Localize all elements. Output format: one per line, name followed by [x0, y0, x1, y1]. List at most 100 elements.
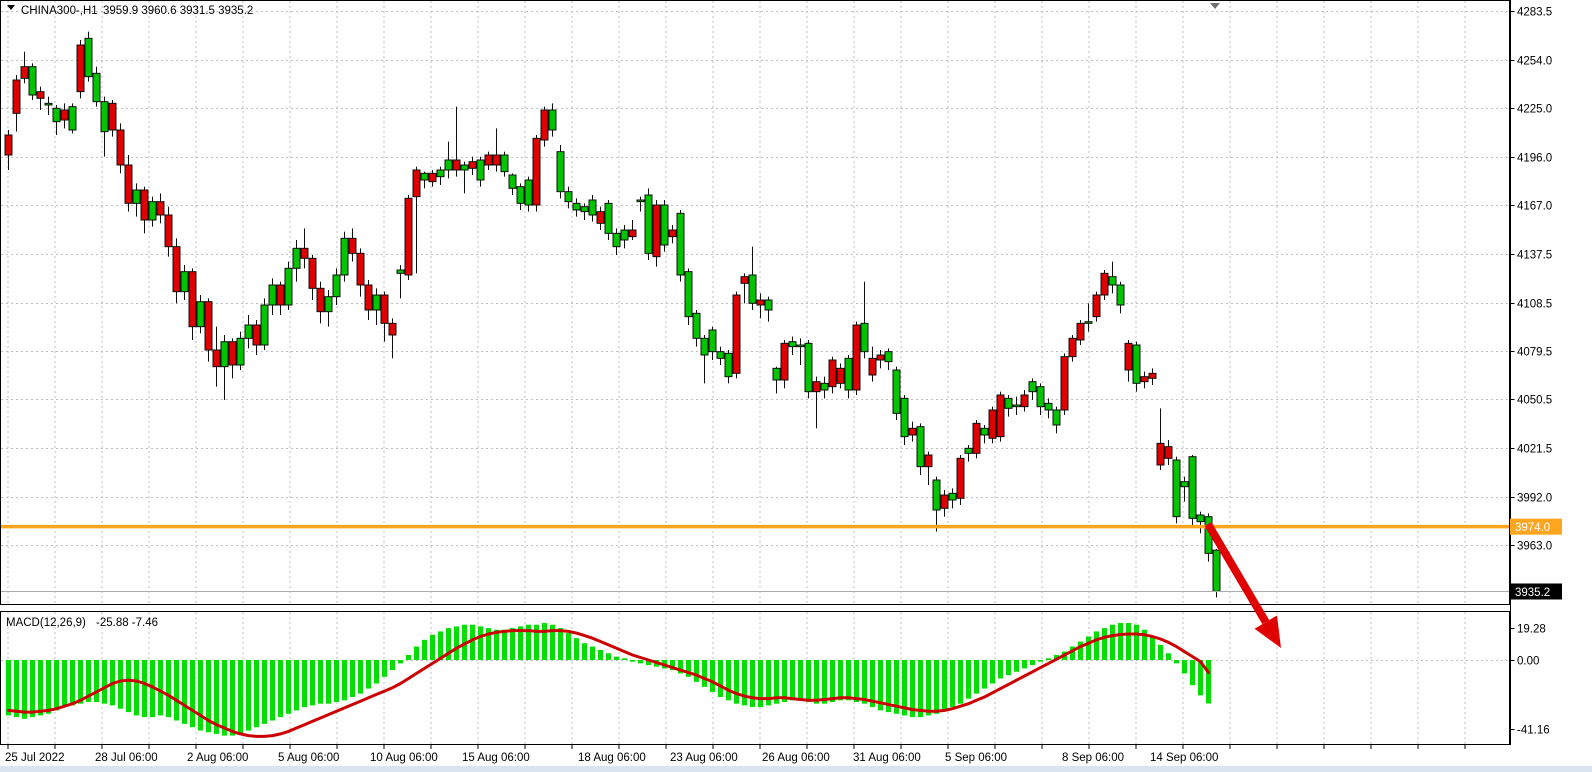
macd-histogram-bar	[894, 660, 899, 714]
candle-body	[820, 382, 829, 391]
candle-body	[252, 324, 261, 346]
candle-body	[316, 287, 325, 313]
macd-histogram-bar	[1182, 660, 1187, 674]
macd-histogram-bar	[190, 660, 195, 728]
macd-histogram-bar	[1206, 660, 1211, 704]
price-tick-label: 4254.0	[1517, 56, 1552, 68]
macd-histogram-bar	[782, 660, 787, 702]
price-tick-label: 3963.0	[1517, 541, 1552, 553]
candle-body	[420, 172, 429, 181]
macd-histogram-bar	[806, 660, 811, 702]
macd-histogram-bar	[878, 660, 883, 711]
candle-body	[668, 229, 677, 238]
chart-shift-marker-icon[interactable]	[1210, 3, 1220, 9]
candle-body	[1036, 386, 1045, 408]
candle-body	[28, 66, 37, 96]
macd-histogram-bar	[398, 660, 403, 664]
candle-body	[484, 154, 493, 166]
macd-histogram-bar	[582, 643, 587, 660]
macd-histogram-bar	[734, 660, 739, 704]
macd-histogram-bar	[854, 660, 859, 702]
macd-histogram-bar	[182, 660, 187, 724]
candle-body	[1140, 376, 1149, 383]
macd-values-label: -25.88 -7.46	[96, 617, 158, 629]
macd-histogram-bar	[230, 660, 235, 736]
macd-histogram-bar	[14, 660, 19, 718]
macd-histogram-bar	[1110, 624, 1115, 660]
macd-histogram-bar	[198, 660, 203, 731]
macd-histogram-bar	[390, 660, 395, 671]
candle-body	[700, 337, 709, 356]
hline-price-badge-text: 3974.0	[1515, 522, 1550, 534]
candle-body	[644, 194, 653, 254]
candle-body	[444, 159, 453, 171]
macd-histogram-bar	[838, 660, 843, 701]
candle-body	[780, 342, 789, 381]
macd-histogram-bar	[166, 660, 171, 718]
macd-histogram-bar	[502, 629, 507, 660]
date-tick-label: 10 Aug 06:00	[370, 752, 438, 764]
candle-body	[524, 179, 533, 206]
macd-histogram-bar	[302, 660, 307, 708]
candle-body	[1076, 322, 1085, 341]
macd-indicator-label: MACD(12,26,9)	[6, 617, 86, 629]
candle-body	[932, 479, 941, 511]
candle-body	[268, 284, 277, 306]
macd-histogram-bar	[222, 660, 227, 736]
macd-histogram-bar	[798, 660, 803, 701]
axis-layer: 4283.5 4254.0 4225.0 4196.0 4167.0 4137.5 4108…	[5, 7, 1562, 764]
candle-body	[692, 312, 701, 339]
date-tick-label: 25 Jul 2022	[5, 752, 64, 764]
macd-histogram-bar	[950, 660, 955, 708]
arrow-head	[1254, 615, 1281, 648]
macd-histogram-bar	[78, 660, 83, 704]
macd-histogram-bar	[406, 654, 411, 660]
candle-body	[260, 304, 269, 346]
candle-body	[1084, 321, 1093, 324]
candle-body	[516, 186, 525, 204]
macd-histogram-bar	[774, 660, 779, 704]
macd-histogram-bar	[606, 653, 611, 660]
candle-body	[188, 271, 197, 328]
grid-layer	[1, 1, 1509, 744]
macd-histogram-bar	[70, 660, 75, 706]
candle-body	[1012, 404, 1021, 408]
price-tick-label: 3992.0	[1517, 493, 1552, 505]
candle-body	[564, 191, 573, 203]
candle-body	[1028, 381, 1037, 393]
macd-histogram-bar	[846, 660, 851, 701]
candle-body	[964, 447, 973, 454]
macd-histogram-bar	[918, 660, 923, 718]
macd-histogram-bar	[486, 628, 491, 660]
macd-histogram-bar	[1126, 623, 1131, 660]
candle-body	[612, 232, 621, 248]
trend-arrow-annotation[interactable]	[1204, 521, 1281, 648]
line-objects-layer	[0, 524, 1510, 592]
candle-body	[500, 154, 509, 173]
macd-histogram-bar	[214, 660, 219, 734]
candle-body	[164, 214, 173, 248]
symbol-dropdown-icon[interactable]	[7, 5, 15, 10]
macd-histogram-bar	[630, 660, 635, 662]
candle-body	[4, 134, 13, 156]
macd-histogram-bar	[446, 628, 451, 660]
candle-body	[132, 189, 141, 204]
macd-histogram-bar	[942, 660, 947, 711]
candle-body	[1020, 394, 1029, 408]
candle-body	[116, 129, 125, 166]
candle-body	[1156, 442, 1165, 466]
macd-histogram-bar	[270, 660, 275, 721]
candle-body	[308, 257, 317, 289]
candle-body	[908, 427, 917, 436]
macd-histogram-bar	[902, 660, 907, 716]
macd-histogram-bar	[366, 660, 371, 689]
candle-body	[916, 426, 925, 468]
candle-body	[828, 359, 837, 388]
macd-histogram-bar	[998, 660, 1003, 679]
candle-body	[12, 79, 21, 114]
macd-histogram-bar	[414, 646, 419, 660]
candle-body	[652, 204, 661, 258]
macd-histogram-bar	[598, 649, 603, 660]
